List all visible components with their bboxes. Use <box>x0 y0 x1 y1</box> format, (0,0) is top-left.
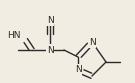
Text: N: N <box>75 65 81 75</box>
Text: N: N <box>89 38 95 46</box>
Text: N: N <box>47 16 53 24</box>
Text: N: N <box>47 45 53 55</box>
Text: HN: HN <box>8 30 21 40</box>
